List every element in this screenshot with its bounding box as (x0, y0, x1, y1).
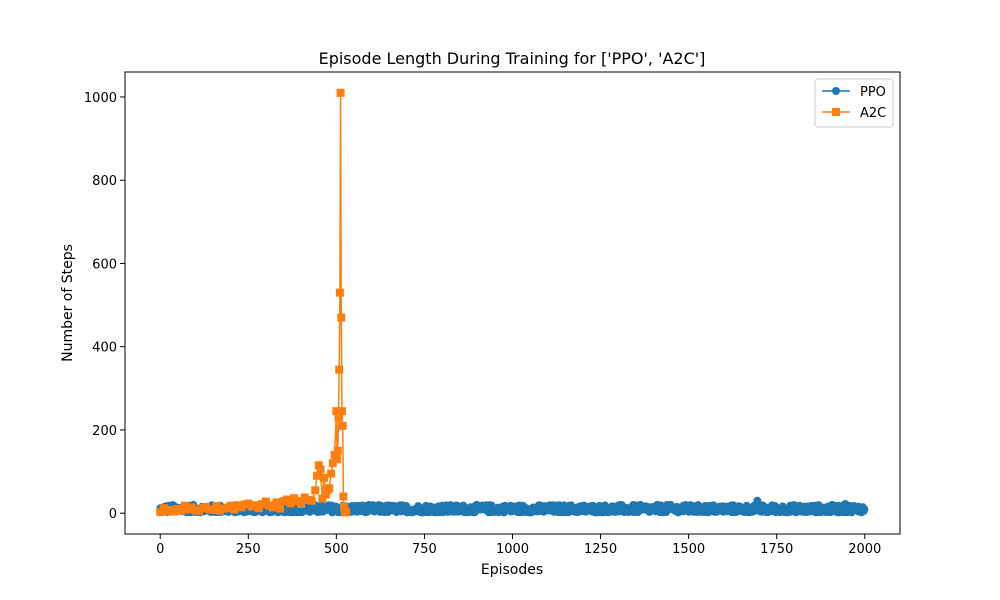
x-tick-label: 1500 (672, 542, 705, 557)
legend-a2c-label: A2C (860, 106, 886, 121)
legend-ppo-label: PPO (860, 85, 886, 100)
chart-title: Episode Length During Training for ['PPO… (319, 49, 706, 68)
legend: PPO A2C (814, 78, 894, 128)
a2c-point (330, 450, 339, 459)
y-tick-label: 800 (92, 174, 117, 189)
x-axis-label: Episodes (481, 562, 543, 578)
legend-ppo-marker (832, 87, 840, 95)
y-tick-label: 1000 (84, 91, 117, 106)
a2c-point (318, 494, 327, 503)
x-tick-label: 1750 (760, 542, 793, 557)
y-tick-label: 200 (92, 424, 117, 439)
x-tick-label: 750 (412, 542, 437, 557)
a2c-point (307, 496, 316, 505)
a2c-point (336, 88, 345, 97)
a2c-point (297, 500, 306, 508)
a2c-point (335, 365, 344, 374)
x-tick-label: 1250 (584, 542, 617, 557)
a2c-point (333, 455, 342, 464)
a2c-point (212, 502, 221, 511)
y-tick-label: 400 (92, 341, 117, 356)
a2c-point (332, 407, 341, 416)
a2c-point (340, 502, 349, 511)
legend-a2c-marker (832, 108, 840, 116)
a2c-point (316, 465, 325, 474)
a2c-point (328, 459, 337, 468)
a2c-point (261, 497, 270, 506)
a2c-point (314, 461, 323, 470)
a2c-point (276, 504, 284, 513)
a2c-point (338, 421, 347, 430)
a2c-point (286, 499, 295, 508)
x-tick-label: 0 (156, 542, 164, 557)
y-axis-label: Number of Steps (60, 244, 76, 362)
a2c-point (230, 505, 239, 514)
a2c-point (342, 507, 351, 516)
y-tick-label: 600 (92, 257, 117, 272)
plot-area (156, 88, 869, 517)
a2c-point (325, 484, 334, 493)
a2c-point (333, 446, 342, 455)
a2c-point (337, 313, 346, 322)
a2c-point (338, 407, 346, 416)
ppo-point (860, 505, 869, 514)
y-axis: 0 200 400 600 800 1000 (84, 91, 125, 522)
a2c-point (254, 504, 263, 513)
y-tick-label: 0 (109, 507, 117, 522)
a2c-point (269, 503, 277, 512)
a2c-point (327, 469, 336, 478)
a2c-line (159, 92, 347, 514)
x-axis: 0 250 500 750 1000 1250 1500 1750 2000 (156, 534, 881, 557)
a2c-point (177, 506, 186, 515)
a2c-point (339, 492, 348, 501)
x-tick-label: 250 (236, 542, 261, 557)
plot-frame (124, 71, 901, 535)
x-tick-label: 2000 (848, 542, 881, 557)
a2c-markers (156, 88, 351, 517)
x-tick-label: 500 (324, 542, 349, 557)
a2c-point (320, 473, 328, 482)
a2c-point (335, 288, 344, 297)
a2c-point (313, 471, 321, 480)
a2c-point (334, 413, 343, 422)
a2c-point (321, 490, 330, 499)
a2c-point (311, 486, 320, 495)
x-tick-label: 1000 (496, 542, 529, 557)
a2c-point (272, 498, 281, 507)
